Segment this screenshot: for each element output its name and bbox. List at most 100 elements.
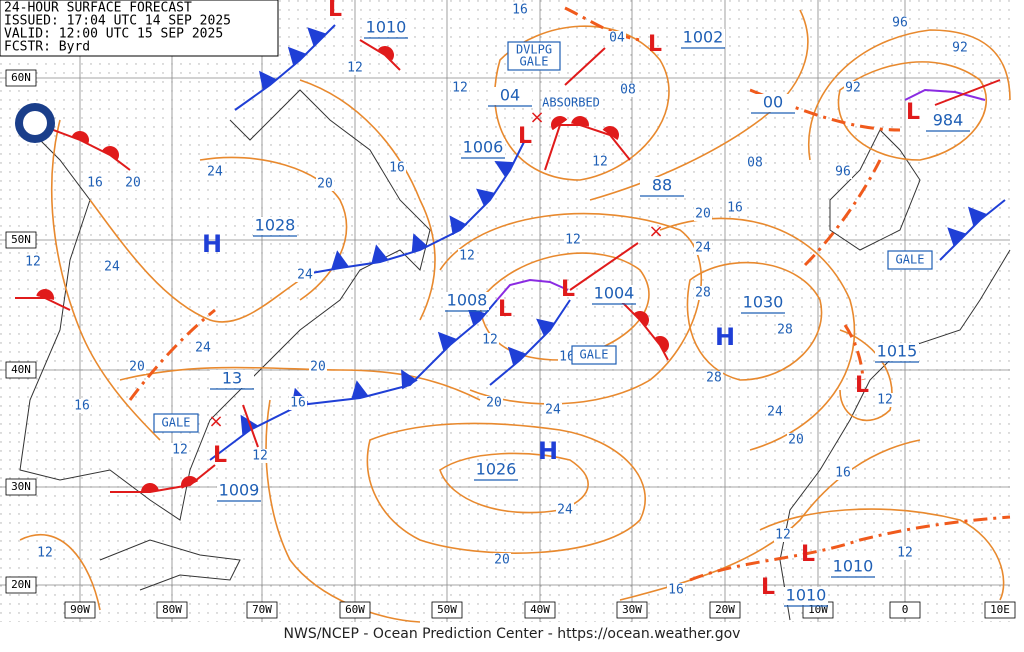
isobar-label-bg: [694, 241, 712, 255]
lon-label-box: [156, 601, 188, 619]
isobar-label-bg: [667, 583, 685, 597]
isobar-label-bg: [564, 233, 582, 247]
isobar-label-bg: [309, 360, 327, 374]
isobar-label-bg: [951, 41, 969, 55]
high-center: H: [202, 230, 222, 258]
isobar-label: 12: [877, 393, 893, 408]
isobar-label: 08: [747, 156, 763, 171]
isobar-label-bg: [608, 31, 626, 45]
isobar-label-bg: [451, 81, 469, 95]
pressure-bg: [592, 285, 636, 303]
lon-label: 90W: [70, 603, 90, 616]
isobar-label: 24: [545, 403, 561, 418]
isobar-label: 16: [290, 396, 306, 411]
isobar-label: 12: [775, 528, 791, 543]
isobar-label-bg: [103, 260, 121, 274]
high-center: H: [538, 437, 558, 465]
lat-label-box: [5, 361, 37, 379]
gale-box: [571, 345, 617, 365]
low-center: L: [801, 542, 815, 567]
isobar-label: 16: [389, 161, 405, 176]
isobar-label-bg: [705, 371, 723, 385]
gale-tag: GALE: [162, 416, 191, 430]
isobar-label: 24: [195, 341, 211, 356]
fronts: [15, 6, 1011, 582]
header-box: [0, 0, 279, 57]
pressure-value: 1028: [255, 216, 296, 235]
isobar-label: 12: [252, 449, 268, 464]
lat-label: 30N: [11, 480, 31, 493]
isobar-label-bg: [206, 165, 224, 179]
pressure-bg: [875, 343, 919, 361]
lat-label: 20N: [11, 578, 31, 591]
pressure-value: 1004: [594, 284, 635, 303]
isobar-label-bg: [774, 528, 792, 542]
isobar-label: 16: [668, 583, 684, 598]
isobar-label-bg: [481, 333, 499, 347]
isobar-label-bg: [619, 83, 637, 97]
lon-label-box: [246, 601, 278, 619]
pressure-bg: [751, 94, 795, 112]
isobar-label-bg: [86, 176, 104, 190]
isobar-label-bg: [124, 176, 142, 190]
isobar-label-bg: [766, 405, 784, 419]
pressure-value: 88: [652, 176, 672, 195]
isobar-label: 12: [37, 546, 53, 561]
isobar-label-bg: [36, 546, 54, 560]
isobar-label-bg: [316, 177, 334, 191]
isobar-label: 12: [565, 233, 581, 248]
isobar-label: 96: [835, 165, 851, 180]
isobar-label: 28: [695, 286, 711, 301]
isobar-label-bg: [128, 360, 146, 374]
isobar-label: 16: [74, 399, 90, 414]
header-line: VALID: 12:00 UTC 15 SEP 2025: [4, 27, 223, 42]
pressure-value: 1030: [743, 293, 784, 312]
isobar-label-bg: [746, 156, 764, 170]
pressure-bg: [364, 19, 408, 37]
isobar-label: 16: [87, 176, 103, 191]
pressure-bg: [741, 294, 785, 312]
gale-tag: GALE: [896, 253, 925, 267]
lat-label-box: [5, 576, 37, 594]
lon-label: 40W: [530, 603, 550, 616]
pressure-value: 1010: [833, 557, 874, 576]
dvlpg-gale: GALE: [520, 55, 549, 69]
footer: NWS/NCEP - Ocean Prediction Center - htt…: [284, 626, 741, 642]
isobar-label-bg: [544, 403, 562, 417]
isobar-label: 20: [494, 553, 510, 568]
motion-arrows: [242, 47, 1001, 448]
isobar-label: 16: [835, 466, 851, 481]
header-line: FCSTR: Byrd: [4, 40, 90, 55]
pressure-bg: [217, 482, 261, 500]
isobar-label-bg: [289, 396, 307, 410]
lon-label-box: [709, 601, 741, 619]
isobar-label: 16: [512, 3, 528, 18]
pressure-value: 984: [933, 111, 964, 130]
isobar-label: 12: [25, 255, 41, 270]
svg-text:×: ×: [208, 411, 223, 432]
isobar-label: 08: [620, 83, 636, 98]
pressure-value: 00: [763, 93, 783, 112]
isobar-label: 24: [104, 260, 120, 275]
isobar-label: 12: [897, 546, 913, 561]
pressure-value: 1006: [463, 138, 504, 157]
pressure-value: 1008: [447, 291, 488, 310]
pressure-value: 1009: [219, 481, 260, 500]
isobar-label-bg: [776, 323, 794, 337]
isobar-label-bg: [194, 341, 212, 355]
noaa-logo-inner: [23, 111, 47, 135]
lon-label: 60W: [345, 603, 365, 616]
isobar-label-bg: [694, 207, 712, 221]
lat-label-box: [5, 231, 37, 249]
storm-crosses: × × ×: [208, 107, 663, 432]
lon-label-box: [616, 601, 648, 619]
lon-label: 20W: [715, 603, 735, 616]
svg-text:×: ×: [529, 107, 544, 128]
lon-label: 80W: [162, 603, 182, 616]
header-line: ISSUED: 17:04 UTC 14 SEP 2025: [4, 14, 231, 29]
isobar-label-bg: [73, 399, 91, 413]
lon-label: 10E: [990, 603, 1010, 616]
isobar-label-bg: [556, 503, 574, 517]
